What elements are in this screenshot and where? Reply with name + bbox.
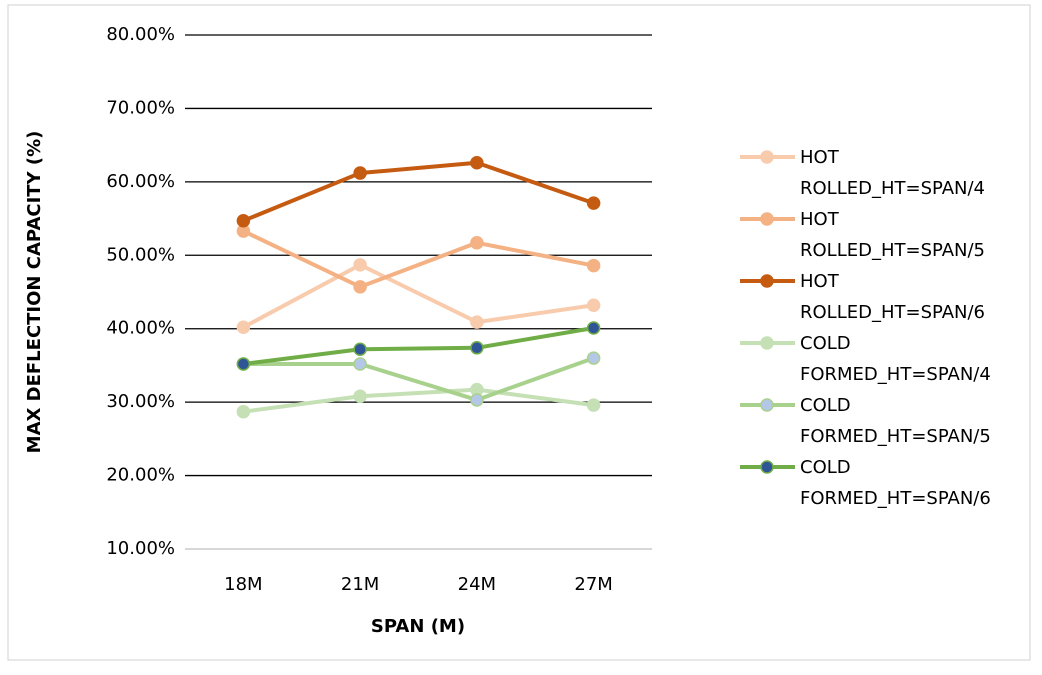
legend-marker [760, 212, 774, 226]
point [586, 298, 601, 312]
point [353, 280, 367, 294]
point [353, 389, 367, 404]
point [236, 404, 251, 419]
point [470, 393, 484, 407]
y-tick-label: 10.00% [106, 538, 175, 559]
legend-label: HOT ROLLED_HT=SPAN/5 [800, 209, 986, 261]
legend-label: HOT ROLLED_HT=SPAN/6 [800, 271, 986, 323]
point [353, 342, 367, 357]
point [236, 320, 251, 334]
point [236, 214, 251, 228]
series-line [243, 356, 595, 402]
point [353, 258, 367, 272]
legend-label: HOT ROLLED_HT=SPAN/4 [800, 147, 986, 199]
point [586, 258, 601, 273]
point [586, 321, 601, 335]
point [586, 398, 601, 412]
series-line [242, 229, 595, 289]
legend-label: COLD FORMED_HT=SPAN/5 [800, 395, 991, 447]
x-axis-label: SPAN (M) [371, 616, 465, 637]
y-tick-label: 60.00% [106, 171, 175, 192]
y-tick-label: 50.00% [106, 244, 175, 265]
point [470, 341, 484, 355]
series-line [243, 387, 594, 414]
x-tick-label: 24M [458, 574, 496, 595]
legend-marker [760, 398, 774, 412]
legend-label: COLD FORMED_HT=SPAN/6 [800, 457, 991, 509]
y-tick-label: 40.00% [106, 318, 175, 339]
point [586, 196, 601, 210]
legend-marker [760, 336, 774, 350]
legend-marker [760, 150, 774, 164]
y-tick-label: 20.00% [106, 465, 175, 486]
x-tick-label: 21M [341, 574, 379, 595]
legend-marker [760, 274, 774, 288]
y-tick-label: 30.00% [106, 391, 175, 412]
y-axis-label: MAX DEFLECTION CAPACITY (%) [24, 131, 45, 454]
point [353, 166, 367, 180]
point [586, 351, 601, 365]
series-line [242, 160, 595, 223]
series-line [243, 326, 594, 366]
point [470, 236, 484, 250]
series-line [242, 262, 594, 330]
point [470, 315, 484, 329]
x-tick-label: 27M [574, 574, 612, 595]
y-tick-label: 80.00% [106, 24, 175, 45]
chart-border [7, 4, 1031, 661]
legend-label: COLD FORMED_HT=SPAN/4 [800, 333, 991, 385]
point [470, 156, 484, 170]
x-tick-label: 18M [224, 574, 262, 595]
legend-marker [760, 460, 774, 474]
y-tick-label: 70.00% [106, 97, 175, 118]
point [236, 357, 251, 371]
point [353, 357, 367, 371]
